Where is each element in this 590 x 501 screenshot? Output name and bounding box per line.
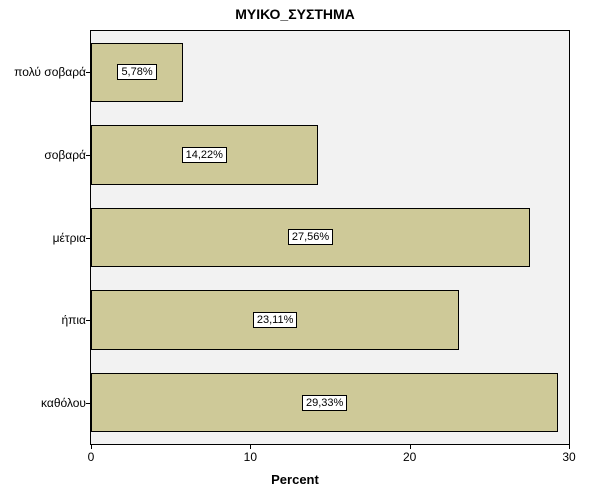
- chart-title: ΜΥΙΚΟ_ΣΥΣΤΗΜΑ: [0, 6, 590, 22]
- x-tick-mark: [250, 444, 251, 449]
- x-axis-label: Percent: [0, 472, 590, 487]
- bar: 29,33%: [91, 373, 558, 432]
- x-tick-label: 10: [244, 450, 257, 464]
- y-tick-mark: [86, 403, 91, 404]
- bar-value-label: 14,22%: [182, 147, 227, 163]
- bar: 23,11%: [91, 290, 459, 349]
- x-tick-label: 0: [88, 450, 95, 464]
- y-tick-mark: [86, 155, 91, 156]
- bar: 27,56%: [91, 208, 530, 267]
- x-tick-mark: [569, 444, 570, 449]
- bar-value-label: 29,33%: [302, 395, 347, 411]
- bar: 14,22%: [91, 125, 318, 184]
- bar-value-label: 23,11%: [253, 312, 298, 328]
- y-category-label: καθόλου: [6, 396, 86, 410]
- y-category-label: σοβαρά: [6, 148, 86, 162]
- bar-value-label: 5,78%: [117, 64, 156, 80]
- y-tick-mark: [86, 320, 91, 321]
- x-tick-label: 20: [403, 450, 416, 464]
- y-category-label: ήπια: [6, 313, 86, 327]
- y-category-label: μέτρια: [6, 231, 86, 245]
- x-tick-mark: [410, 444, 411, 449]
- y-category-label: πολύ σοβαρά: [6, 65, 86, 79]
- x-tick-label: 30: [562, 450, 575, 464]
- bar: 5,78%: [91, 43, 183, 102]
- chart-container: ΜΥΙΚΟ_ΣΥΣΤΗΜΑ 5,78% 14,22% 27,56% 23,11% 29,…: [0, 0, 590, 501]
- y-tick-mark: [86, 238, 91, 239]
- x-tick-mark: [91, 444, 92, 449]
- bar-value-label: 27,56%: [288, 229, 333, 245]
- plot-area: 5,78% 14,22% 27,56% 23,11% 29,33%: [90, 30, 570, 445]
- y-tick-mark: [86, 72, 91, 73]
